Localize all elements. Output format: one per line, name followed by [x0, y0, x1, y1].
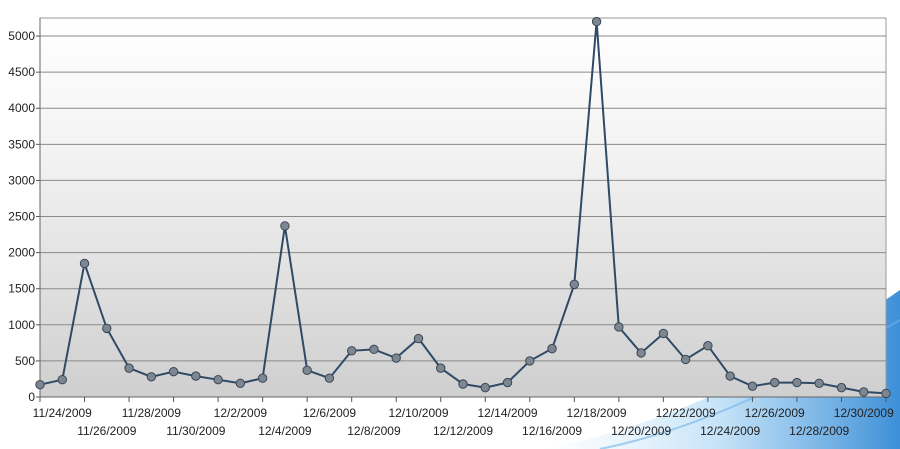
- data-point: [569, 279, 580, 290]
- y-tick-label: 5000: [8, 29, 35, 43]
- data-point: [547, 343, 557, 354]
- data-point: [213, 374, 223, 385]
- data-point: [591, 16, 602, 27]
- data-point: [35, 380, 45, 390]
- data-point: [881, 388, 891, 399]
- data-point: [191, 371, 201, 381]
- data-point: [859, 387, 869, 397]
- x-tick-label: 12/16/2009: [522, 424, 582, 438]
- x-tick-label: 12/24/2009: [700, 424, 760, 438]
- data-point: [792, 377, 802, 388]
- data-point: [658, 328, 669, 339]
- x-tick-label: 12/8/2009: [347, 424, 401, 438]
- data-point: [814, 378, 824, 388]
- x-tick-label: 12/10/2009: [388, 406, 448, 420]
- x-tick-label: 12/20/2009: [611, 424, 671, 438]
- y-tick-label: 1500: [8, 282, 35, 296]
- data-point: [636, 348, 646, 358]
- data-point: [725, 371, 735, 381]
- data-point: [280, 221, 290, 231]
- plot-area: [39, 17, 887, 398]
- y-tick-label: 0: [28, 390, 35, 404]
- data-point: [124, 363, 134, 373]
- y-axis: 0 500 1000 1500 2000 2500 3000 3500 4000 4500 5000: [8, 18, 41, 404]
- x-tick-label: 12/2/2009: [214, 406, 268, 420]
- y-tick-label: 1000: [8, 318, 35, 332]
- y-tick-label: 500: [15, 354, 35, 368]
- y-tick-label: 3500: [8, 137, 35, 151]
- x-tick-label: 12/22/2009: [656, 406, 716, 420]
- data-point: [79, 258, 90, 269]
- data-point: [525, 356, 535, 366]
- data-point: [436, 363, 446, 373]
- x-tick-label: 12/30/2009: [834, 406, 894, 420]
- data-point: [502, 377, 513, 388]
- background-swoosh: [540, 290, 900, 449]
- x-tick-label: 12/12/2009: [433, 424, 493, 438]
- x-tick-label: 11/24/2009: [33, 406, 92, 420]
- x-tick-label: 11/26/2009: [77, 424, 136, 438]
- data-point: [836, 382, 847, 393]
- data-point: [458, 379, 468, 389]
- x-tick-label: 12/18/2009: [567, 406, 627, 420]
- y-tick-label: 4500: [8, 65, 35, 79]
- y-tick-label: 2000: [8, 246, 35, 260]
- data-point: [57, 374, 67, 385]
- series-layer: [35, 16, 891, 399]
- x-tick-label: 11/30/2009: [166, 424, 225, 438]
- data-point: [168, 367, 179, 377]
- data-point: [102, 323, 112, 334]
- x-tick-label: 11/28/2009: [122, 406, 181, 420]
- x-tick-label: 12/28/2009: [789, 424, 849, 438]
- y-tick-label: 2500: [8, 210, 35, 224]
- data-point: [747, 381, 758, 391]
- data-point: [257, 373, 268, 383]
- y-tick-label: 3000: [8, 173, 35, 187]
- data-point: [369, 344, 379, 355]
- data-point: [391, 353, 401, 363]
- x-tick-label: 12/6/2009: [303, 406, 357, 420]
- data-point: [480, 382, 490, 393]
- data-point: [769, 377, 780, 388]
- y-tick-label: 4000: [8, 101, 35, 115]
- data-point: [703, 341, 713, 351]
- x-tick-label: 12/14/2009: [477, 406, 537, 420]
- data-point: [302, 365, 312, 375]
- data-point: [413, 333, 424, 344]
- data-point: [614, 322, 624, 332]
- data-point: [146, 372, 157, 382]
- x-tick-label: 12/26/2009: [745, 406, 805, 420]
- data-point: [346, 346, 357, 356]
- data-point: [324, 373, 335, 383]
- data-point: [235, 378, 246, 388]
- data-point: [680, 354, 691, 365]
- x-tick-label: 12/4/2009: [258, 424, 312, 438]
- x-axis: 11/24/2009 11/26/2009 11/28/2009 11/30/2009…: [33, 396, 894, 438]
